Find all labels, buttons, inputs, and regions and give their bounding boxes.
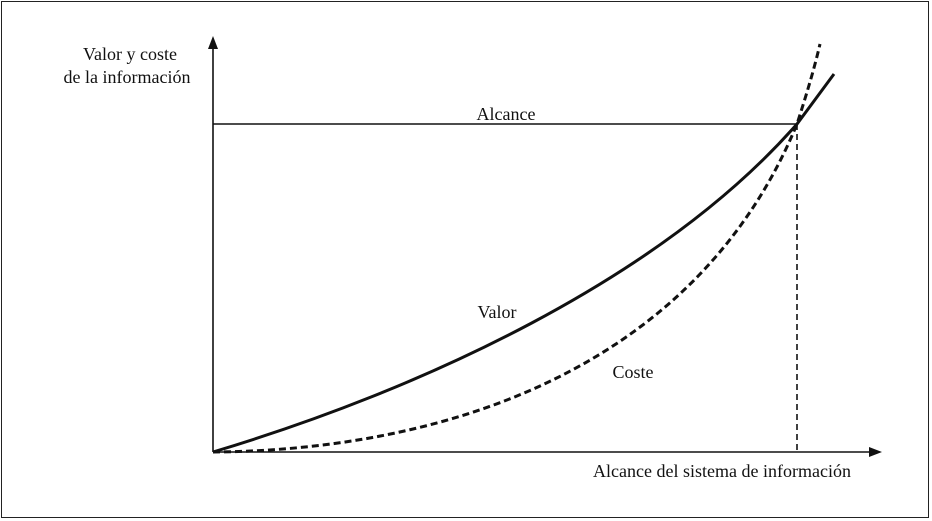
value-curve-label: Valor: [478, 302, 517, 322]
cost-curve: [212, 43, 822, 454]
y-axis-label-line1: Valor y coste: [83, 44, 177, 64]
y-axis-label-line2: de la información: [64, 67, 191, 87]
scope-line-label: Alcance: [477, 104, 536, 124]
x-axis-label: Alcance del sistema de información: [593, 461, 851, 481]
x-axis-arrowhead: [869, 447, 882, 457]
y-axis-arrowhead: [208, 36, 218, 49]
value-curve: [212, 73, 836, 454]
cost-curve-label: Coste: [612, 362, 653, 382]
